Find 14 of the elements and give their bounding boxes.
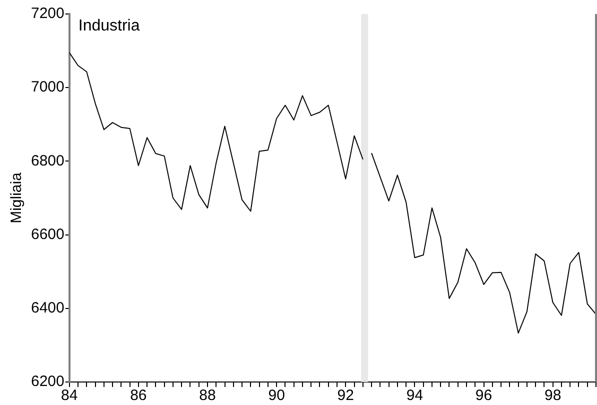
y-tick-label: 6400	[30, 300, 64, 317]
x-tick-label: 94	[406, 387, 424, 404]
y-tick-label: 6600	[30, 226, 64, 243]
y-tick-label: 6800	[30, 152, 64, 170]
x-tick-label: 90	[268, 387, 285, 404]
y-tick-label: 7200	[30, 5, 64, 22]
x-tick-label: 86	[130, 387, 147, 404]
x-tick-label: 98	[544, 387, 562, 404]
y-axis-title: Migliaia	[8, 172, 26, 224]
x-tick-label: 92	[337, 387, 354, 404]
x-tick-label: 88	[199, 387, 216, 404]
y-tick-label: 7000	[30, 78, 64, 96]
x-tick-label: 96	[475, 387, 492, 404]
chart-title: Industria	[78, 17, 140, 34]
